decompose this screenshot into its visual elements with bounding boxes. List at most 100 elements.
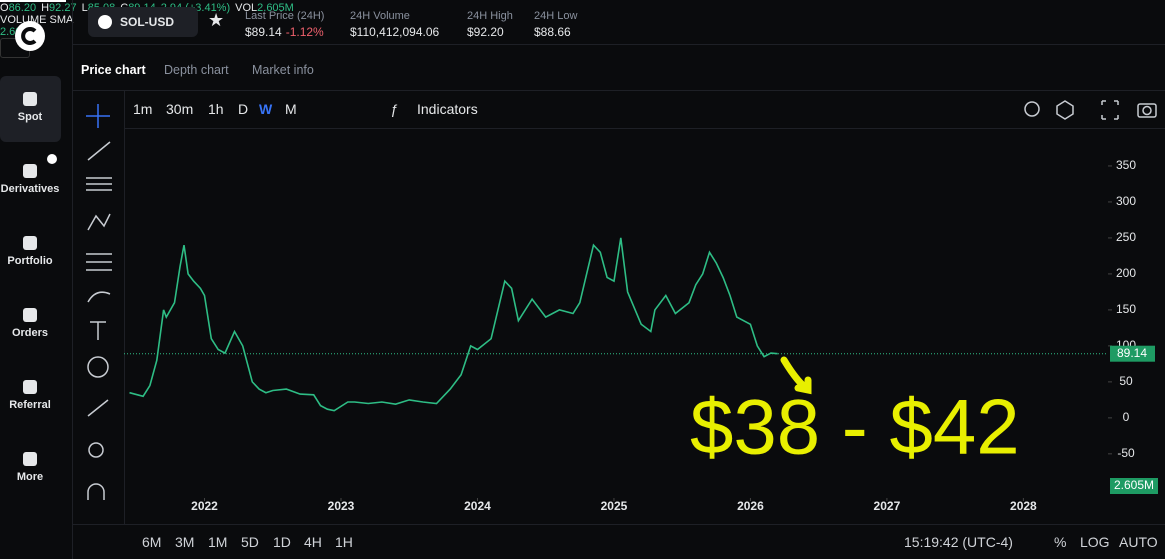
interval-button[interactable]: 30m xyxy=(166,101,194,117)
stat-value: $110,412,094.06 xyxy=(350,24,439,40)
nav-item[interactable]: Orders xyxy=(0,308,60,339)
annotation: $38 - $42 xyxy=(690,383,1020,471)
y-tick-label: 200 xyxy=(1116,266,1136,280)
log-toggle[interactable]: LOG xyxy=(1080,534,1110,550)
nav-icon xyxy=(23,92,37,106)
stat: 24H High $92.20 xyxy=(467,8,513,40)
stat-value-text: $89.14 xyxy=(245,25,282,39)
nav-label: Derivatives xyxy=(0,183,60,195)
x-tick-label: 2027 xyxy=(874,499,901,513)
nav-label: More xyxy=(16,471,44,483)
range-button[interactable]: 1D xyxy=(273,534,291,550)
volume-box xyxy=(1110,478,1158,494)
pair-selector[interactable]: SOL-USD xyxy=(88,7,198,37)
x-tick-label: 2022 xyxy=(191,499,218,513)
stat: 24H Volume $110,412,094.06 xyxy=(350,8,439,40)
fx-icon: ƒ xyxy=(390,101,398,117)
range-button[interactable]: 1H xyxy=(335,534,353,550)
price-line xyxy=(129,237,778,412)
stat-label: 24H High xyxy=(467,10,513,22)
sma-key: VOLUME SMA xyxy=(0,14,74,26)
nav-item[interactable]: Spot xyxy=(0,92,60,123)
ohlc-key: O xyxy=(0,2,9,14)
ohlc-key: H xyxy=(41,2,50,14)
divider xyxy=(124,128,1165,129)
x-tick-label: 2026 xyxy=(737,499,764,513)
y-tick-label: 150 xyxy=(1116,302,1136,316)
tab[interactable]: Depth chart xyxy=(164,63,229,77)
stat-value-text: $110,412,094.06 xyxy=(350,25,440,39)
nav-label: Referral xyxy=(9,399,51,411)
x-tick-label: 2023 xyxy=(328,499,355,513)
y-tick-label: -50 xyxy=(1117,446,1135,460)
nav-item[interactable]: Referral xyxy=(0,380,60,411)
stat: Last Price (24H) $89.14 -1.12% xyxy=(245,8,324,40)
sol-icon xyxy=(98,15,112,29)
divider xyxy=(124,90,125,524)
interval-button[interactable]: M xyxy=(285,101,297,117)
y-tick-label: 50 xyxy=(1119,374,1133,388)
favorite-star[interactable]: ★ xyxy=(208,10,225,30)
indicators-button[interactable]: Indicators xyxy=(417,101,478,117)
range-button[interactable]: 3M xyxy=(175,534,195,550)
x-tick-label: 2024 xyxy=(464,499,491,513)
ohlc-key: L xyxy=(81,2,88,14)
sidebar: Spot Derivatives Portfolio Orders Referral Mo… xyxy=(0,0,73,559)
logo[interactable] xyxy=(14,20,46,52)
stat-label: 24H Low xyxy=(534,10,578,22)
stat-value: $92.20 xyxy=(467,24,513,40)
stat-change: -1.12% xyxy=(285,25,324,39)
interval-button[interactable]: 1h xyxy=(208,101,224,117)
nav-icon xyxy=(23,236,37,250)
x-tick-label: 2025 xyxy=(601,499,628,513)
stat-label: Last Price (24H) xyxy=(245,10,325,22)
interval-button[interactable]: W xyxy=(259,101,273,117)
tab[interactable]: Market info xyxy=(252,63,314,77)
pair-name: SOL-USD xyxy=(120,15,174,29)
nav-item[interactable]: Derivatives xyxy=(0,164,60,195)
nav-icon xyxy=(23,380,37,394)
range-button[interactable]: 5D xyxy=(241,534,259,550)
nav-icon xyxy=(23,164,37,178)
annotation-arrow xyxy=(780,356,812,395)
stat-value: $89.14 -1.12% xyxy=(245,24,324,40)
tab-underline xyxy=(0,0,66,2)
ohlc-value: 86.20 xyxy=(8,2,37,14)
stat-value-text: $92.20 xyxy=(467,25,504,39)
nav-item[interactable]: More xyxy=(0,452,60,483)
stat-label: 24H Volume xyxy=(350,10,410,22)
stat-value-text: $88.66 xyxy=(534,25,571,39)
nav-icon xyxy=(23,452,37,466)
nav-icon xyxy=(23,308,37,322)
interval-button[interactable]: D xyxy=(238,101,249,117)
drawing-tools xyxy=(86,104,112,500)
x-tick-label: 2028 xyxy=(1010,499,1037,513)
notification-dot xyxy=(47,154,57,164)
toolbar-icons[interactable] xyxy=(1020,98,1160,122)
tab[interactable]: Price chart xyxy=(81,63,146,77)
nav-label: Spot xyxy=(17,111,43,123)
spot-highlight xyxy=(0,76,61,142)
nav-label: Orders xyxy=(11,327,49,339)
nav-item[interactable]: Portfolio xyxy=(0,236,60,267)
y-tick-label: 350 xyxy=(1116,158,1136,172)
ohlc-value: 92.27 xyxy=(49,2,77,14)
divider xyxy=(72,524,1165,525)
last-price-label: 89.14 xyxy=(1117,346,1147,360)
y-tick-label: 0 xyxy=(1123,410,1130,424)
legend-item: VOL xyxy=(235,2,258,14)
y-tick-label: 250 xyxy=(1116,230,1136,244)
interval-button[interactable]: 1m xyxy=(133,101,153,117)
y-tick-label: 300 xyxy=(1116,194,1136,208)
volume-label: 2.605M xyxy=(1114,478,1154,492)
divider xyxy=(72,44,1165,45)
range-button[interactable]: 6M xyxy=(142,534,162,550)
stat-value: $88.66 xyxy=(534,24,577,40)
range-button[interactable]: 4H xyxy=(304,534,322,550)
range-button[interactable]: 1M xyxy=(208,534,228,550)
percent-toggle[interactable]: % xyxy=(1054,534,1067,550)
nav-label: Portfolio xyxy=(7,255,53,267)
auto-toggle[interactable]: AUTO xyxy=(1119,534,1158,550)
